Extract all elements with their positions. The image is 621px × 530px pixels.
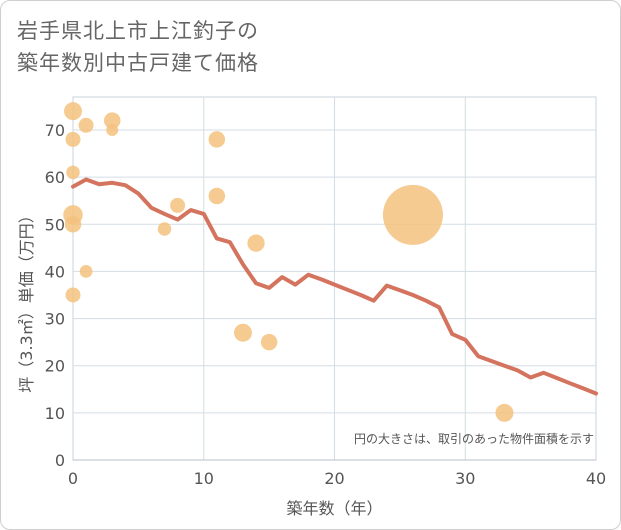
y-tick-label: 30: [45, 310, 65, 329]
bubble-size-note: 円の大きさは、取引のあった物件面積を示す: [354, 431, 594, 446]
x-tick-label: 0: [68, 469, 78, 488]
bubble-point: [66, 165, 80, 180]
bubble-point: [106, 124, 119, 136]
average-price-line: [71, 177, 598, 396]
y-axis-ticks: 0 10 20 30 40 50 60 70: [45, 121, 65, 470]
bubble-point: [78, 117, 94, 133]
chart-title-line1: 岩手県北上市上江釣子の: [17, 19, 259, 43]
y-tick-label: 50: [45, 215, 65, 234]
bubble-point: [208, 131, 226, 148]
bubble-point: [170, 197, 186, 213]
y-tick-label: 20: [45, 357, 65, 376]
bubble-point: [79, 265, 93, 278]
x-axis-label: 築年数（年）: [286, 499, 382, 518]
bubble-point: [495, 403, 514, 422]
bubble-point: [382, 184, 443, 245]
bubble-point: [233, 323, 252, 342]
bubble-point: [64, 102, 82, 121]
bubble-series: [63, 102, 514, 422]
bubble-point: [157, 222, 172, 236]
average-line-series: [71, 177, 598, 396]
y-axis-label: 坪（3.3㎡）単価（万円）: [17, 207, 36, 392]
chart-title-line2: 築年数別中古戸建て価格: [17, 51, 259, 75]
x-tick-label: 40: [586, 469, 606, 488]
bubble-point: [64, 216, 82, 233]
y-tick-label: 60: [45, 168, 65, 187]
chart-title: 岩手県北上市上江釣子の 築年数別中古戸建て価格: [17, 15, 259, 79]
y-tick-label: 0: [55, 451, 65, 470]
x-tick-label: 10: [194, 469, 214, 488]
x-axis-ticks: 0 10 20 30 40: [68, 469, 606, 488]
x-tick-label: 20: [324, 469, 344, 488]
bubble-point: [103, 112, 121, 129]
bubble-point: [65, 287, 81, 303]
bubble-point: [65, 131, 81, 147]
y-tick-label: 10: [45, 404, 65, 423]
bubble-point: [208, 187, 226, 205]
y-tick-label: 40: [45, 262, 65, 281]
bubble-point: [247, 234, 265, 252]
y-tick-label: 70: [45, 121, 65, 140]
x-tick-label: 30: [455, 469, 475, 488]
bubble-point: [260, 333, 278, 351]
